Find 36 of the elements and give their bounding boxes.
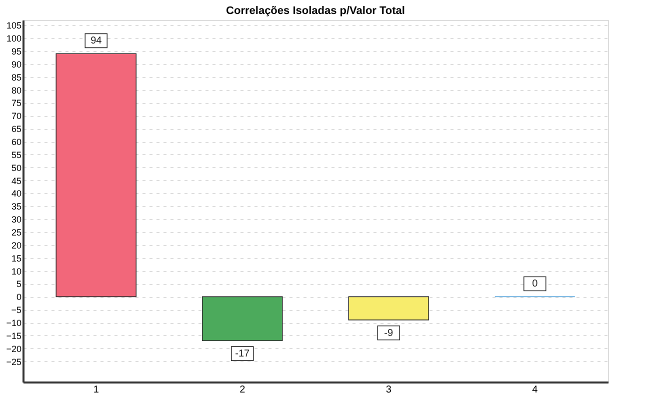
y-tick-label: −20: [6, 344, 22, 354]
y-tick-label: 45: [11, 176, 22, 186]
y-tick-label: 30: [11, 214, 22, 225]
y-tick-label: 95: [11, 46, 22, 57]
y-tick-label: 75: [11, 98, 22, 108]
x-tick-label: 4: [532, 384, 538, 396]
y-tick-label: −25: [6, 356, 22, 367]
y-tick-label: −15: [6, 330, 22, 341]
x-tick-label: 2: [240, 384, 246, 396]
y-tick-label: 10: [11, 266, 22, 276]
y-tick-label: 50: [11, 162, 22, 173]
y-tick-label: 70: [11, 111, 22, 122]
y-tick-label: 0: [16, 292, 22, 302]
data-label: 94: [90, 36, 102, 47]
x-tick-label: 3: [386, 384, 392, 396]
x-tick-label: 1: [93, 384, 100, 396]
y-tick-label: 100: [6, 34, 22, 44]
y-tick-label: 20: [11, 240, 22, 250]
data-label: 0: [532, 278, 538, 290]
y-tick-label: 60: [11, 137, 22, 148]
y-tick-label: 80: [11, 85, 22, 96]
y-tick-label: 55: [11, 150, 22, 160]
y-tick-label: −5: [11, 305, 22, 316]
data-label: -9: [384, 328, 394, 339]
y-tick-label: 15: [11, 253, 22, 264]
y-tick-label: 90: [11, 59, 22, 70]
y-tick-label: −10: [6, 318, 22, 328]
y-tick-label: 25: [11, 228, 22, 238]
data-label: -17: [235, 348, 250, 360]
y-tick-label: 35: [11, 202, 22, 212]
y-tick-label: 40: [11, 188, 22, 199]
y-tick-label: 105: [6, 20, 22, 31]
y-tick-label: 65: [11, 124, 22, 134]
y-tick-label: 85: [11, 72, 22, 82]
chart-title: Correlações Isoladas p/Valor Total: [226, 5, 405, 17]
y-tick-label: 5: [16, 279, 22, 290]
